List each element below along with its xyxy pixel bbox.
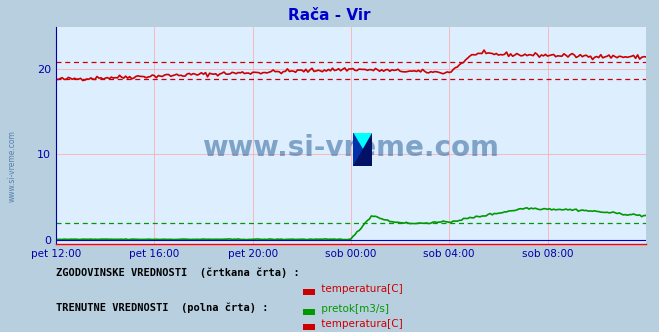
Text: ZGODOVINSKE VREDNOSTI  (črtkana črta) :: ZGODOVINSKE VREDNOSTI (črtkana črta) : bbox=[56, 267, 300, 278]
Polygon shape bbox=[353, 133, 372, 166]
Text: TRENUTNE VREDNOSTI  (polna črta) :: TRENUTNE VREDNOSTI (polna črta) : bbox=[56, 302, 268, 313]
Text: temperatura[C]: temperatura[C] bbox=[318, 284, 403, 294]
Text: Rača - Vir: Rača - Vir bbox=[288, 8, 371, 23]
Polygon shape bbox=[353, 133, 372, 166]
Text: pretok[m3/s]: pretok[m3/s] bbox=[318, 304, 389, 314]
Text: temperatura[C]: temperatura[C] bbox=[318, 319, 403, 329]
Polygon shape bbox=[353, 133, 372, 166]
Text: www.si-vreme.com: www.si-vreme.com bbox=[202, 134, 500, 162]
Polygon shape bbox=[353, 133, 372, 166]
Text: www.si-vreme.com: www.si-vreme.com bbox=[8, 130, 17, 202]
